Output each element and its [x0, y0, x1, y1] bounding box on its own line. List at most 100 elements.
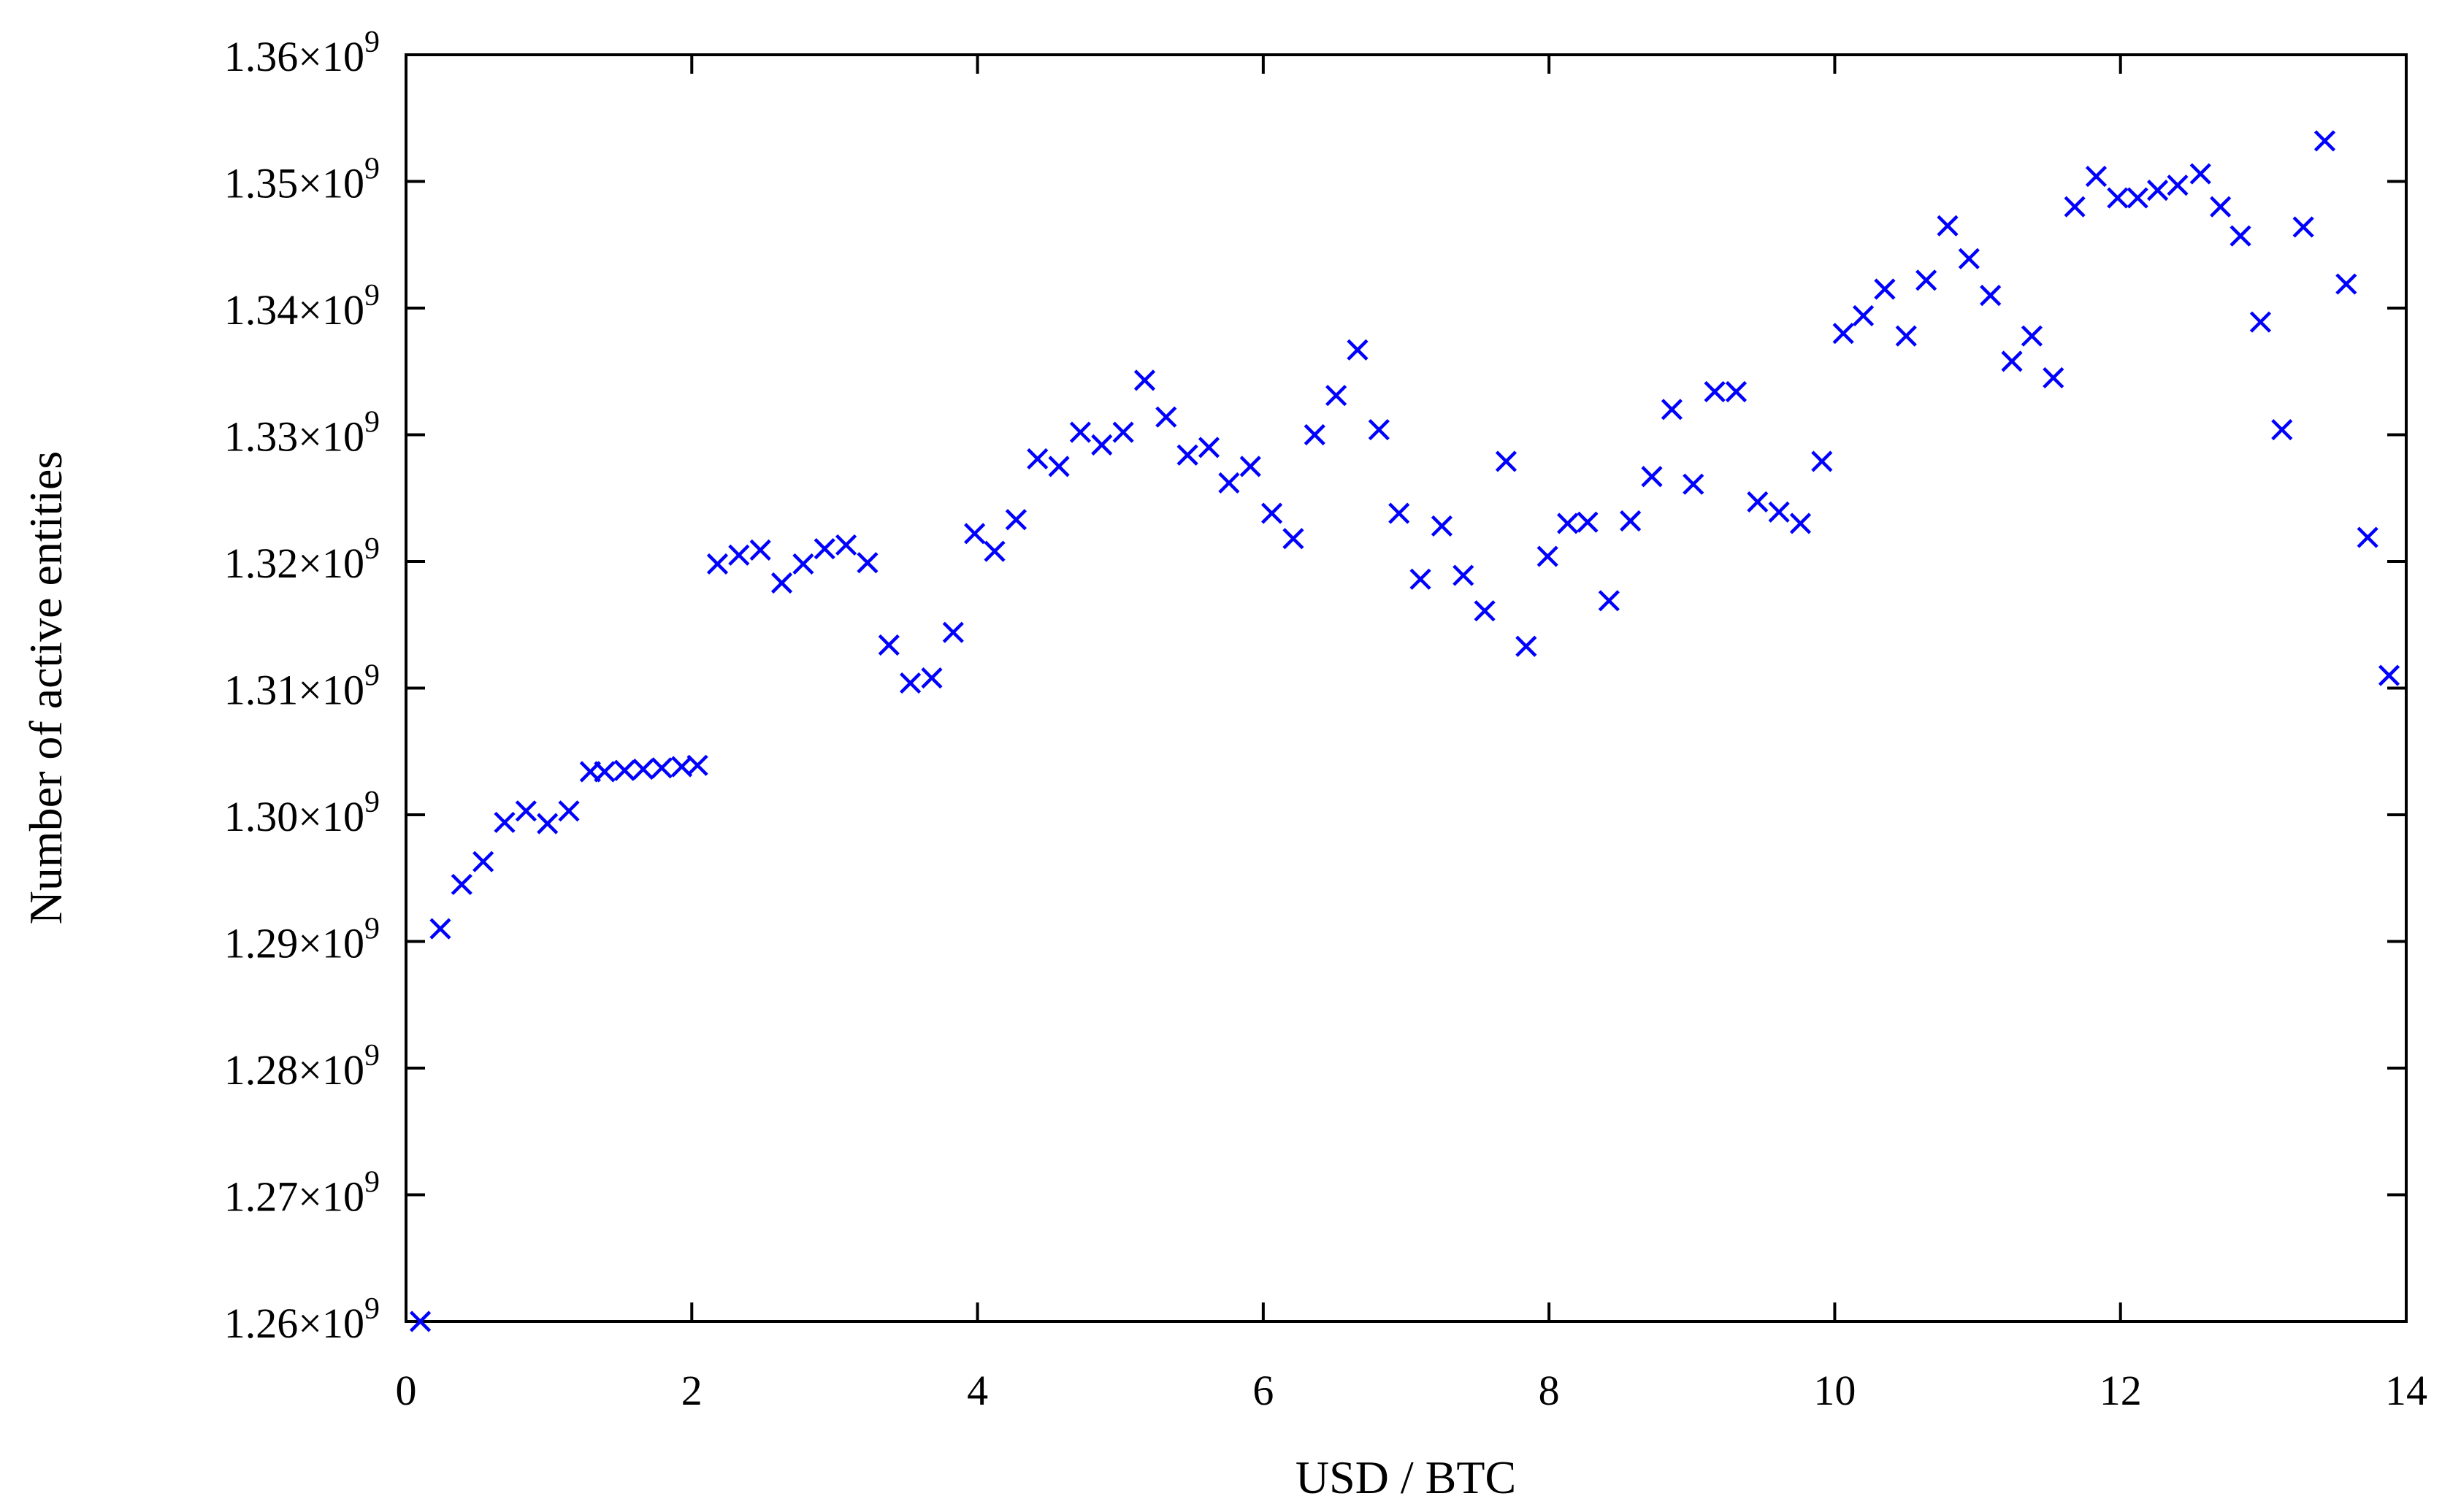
x-tick-label: 12 — [2100, 1367, 2142, 1414]
y-tick-times: ×10 — [298, 286, 364, 334]
data-point — [1005, 509, 1027, 531]
data-point — [515, 800, 537, 822]
data-point — [835, 534, 857, 556]
data-point — [921, 667, 943, 689]
data-point — [1409, 568, 1431, 590]
data-point — [1027, 448, 1049, 470]
y-tick-label: 1.32×109 — [224, 532, 380, 587]
data-point — [1895, 325, 1917, 347]
x-tick-label: 14 — [2385, 1367, 2427, 1414]
data-point — [1176, 444, 1198, 466]
data-point — [1556, 513, 1579, 534]
data-point — [728, 544, 750, 566]
x-tick-label: 10 — [1813, 1367, 1856, 1414]
y-tick-times: ×10 — [298, 33, 364, 80]
y-tick-exponent: 9 — [364, 406, 380, 440]
data-point — [2335, 273, 2357, 295]
data-point — [2127, 187, 2148, 209]
y-tick-exponent: 9 — [364, 1039, 380, 1072]
y-tick-mantissa: 1.28 — [224, 1046, 299, 1094]
data-point — [2167, 174, 2189, 196]
data-point — [1747, 491, 1769, 513]
y-tick-exponent: 9 — [364, 913, 380, 946]
data-point — [1282, 528, 1304, 550]
data-point — [632, 758, 654, 780]
y-tick-label: 1.26×109 — [224, 1292, 380, 1347]
y-tick-label: 1.36×109 — [224, 26, 380, 80]
data-point — [1347, 339, 1369, 361]
data-point — [2313, 130, 2336, 152]
data-point — [878, 634, 900, 656]
data-point — [686, 754, 708, 776]
data-point — [1811, 450, 1833, 472]
x-tick-label: 0 — [396, 1367, 417, 1414]
x-axis-label: USD / BTC — [1295, 1451, 1516, 1503]
y-tick-label: 1.34×109 — [224, 279, 380, 334]
data-points — [409, 130, 2400, 1332]
data-point — [1453, 564, 1474, 586]
data-point — [1198, 437, 1220, 458]
data-point — [2021, 325, 2043, 347]
data-point — [2064, 196, 2086, 218]
y-tick-times: ×10 — [298, 1046, 364, 1094]
y-tick-exponent: 9 — [364, 1166, 380, 1200]
y-tick-exponent: 9 — [364, 153, 380, 186]
data-point — [1495, 450, 1517, 472]
data-point — [1515, 635, 1537, 657]
y-tick-exponent: 9 — [364, 786, 380, 819]
y-tick-mantissa: 1.29 — [224, 920, 299, 967]
data-point — [792, 553, 814, 575]
y-tick-times: ×10 — [298, 160, 364, 207]
data-point — [1598, 590, 1620, 612]
data-point — [1388, 502, 1410, 524]
data-point — [1304, 423, 1325, 446]
data-point — [1239, 456, 1261, 477]
data-point — [984, 540, 1006, 562]
x-tick-label: 4 — [967, 1367, 988, 1414]
y-tick-mantissa: 1.30 — [224, 793, 299, 840]
data-point — [558, 800, 580, 822]
y-tick-mantissa: 1.32 — [224, 540, 299, 587]
data-point — [1641, 466, 1663, 488]
y-tick-mantissa: 1.36 — [224, 33, 299, 80]
y-tick-label: 1.27×109 — [224, 1166, 380, 1221]
y-tick-mantissa: 1.31 — [224, 667, 299, 714]
y-tick-label: 1.30×109 — [224, 786, 380, 840]
data-point — [1091, 434, 1113, 456]
data-point — [2085, 165, 2108, 188]
y-tick-times: ×10 — [298, 667, 364, 714]
data-point — [706, 553, 729, 575]
x-axis: 0 2 4 6 8 10 12 14 — [396, 55, 2427, 1414]
data-point — [613, 759, 635, 781]
y-tick-times: ×10 — [298, 413, 364, 461]
data-point — [900, 672, 922, 694]
data-point — [2001, 350, 2023, 372]
y-tick-exponent: 9 — [364, 659, 380, 693]
y-tick-times: ×10 — [298, 793, 364, 840]
data-point — [2378, 664, 2400, 686]
data-point — [1325, 385, 1347, 407]
data-point — [1704, 380, 1726, 403]
data-point — [2189, 163, 2211, 185]
data-point — [1261, 502, 1283, 524]
data-point — [1915, 269, 1937, 291]
data-point — [1218, 472, 1240, 494]
y-tick-times: ×10 — [298, 920, 364, 967]
y-tick-mantissa: 1.27 — [224, 1173, 299, 1221]
data-point — [1937, 215, 1959, 237]
data-point — [942, 621, 964, 643]
data-point — [1069, 421, 1092, 443]
y-axis-label: Number of active entities — [20, 451, 72, 925]
y-axis: 1.26×1091.27×1091.28×1091.29×1091.30×109… — [224, 26, 2406, 1347]
data-point — [2043, 367, 2064, 389]
data-point — [2107, 187, 2129, 209]
data-point — [1155, 406, 1177, 428]
data-point — [1577, 511, 1599, 533]
data-point — [1980, 285, 2002, 307]
data-point — [1368, 418, 1390, 441]
data-point — [1112, 421, 1134, 443]
data-point — [857, 552, 879, 574]
data-point — [2230, 225, 2251, 247]
data-point — [1536, 545, 1558, 567]
